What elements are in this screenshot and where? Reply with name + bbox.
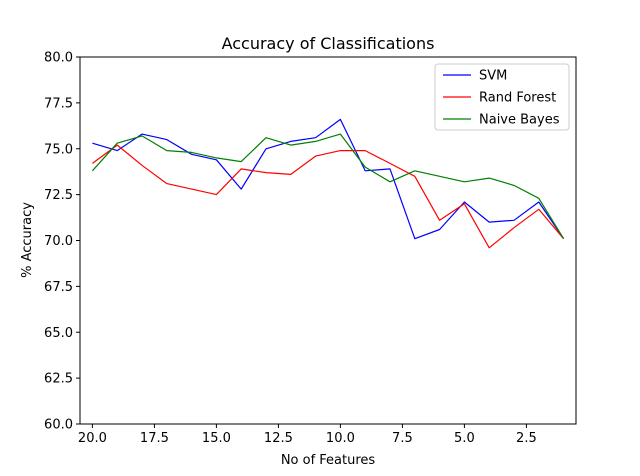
y-tick-label: 67.5 [44, 280, 73, 295]
legend-label-svm: SVM [479, 69, 507, 84]
legend-label-rand-forest: Rand Forest [479, 91, 556, 106]
x-tick-label: 7.5 [392, 431, 413, 446]
x-tick-label: 12.5 [264, 431, 293, 446]
y-tick-label: 72.5 [44, 188, 73, 203]
legend: SVM Rand Forest Naive Bayes [434, 63, 570, 131]
legend-label-naive-bayes: Naive Bayes [479, 113, 560, 128]
y-tick-label: 60.0 [44, 418, 73, 433]
series-lines [91, 118, 565, 249]
x-tick-label: 5.0 [454, 431, 475, 446]
y-tick-label: 80.0 [44, 51, 73, 66]
y-axis: 60.0 62.5 65.0 67.5 70.0 72.5 75.0 77.5 80.0 [44, 51, 80, 433]
legend-box [434, 63, 570, 131]
x-axis-label: No of Features [281, 453, 376, 468]
x-axis: 20.0 17.5 15.0 12.5 10.0 7.5 5.0 2.5 [78, 424, 537, 446]
chart-title: Accuracy of Classifications [222, 34, 435, 53]
y-axis-label: % Accuracy [20, 202, 35, 278]
x-tick-label: 10.0 [326, 431, 355, 446]
series-line-rand-forest [92, 144, 565, 249]
series-line-naive-bayes [91, 133, 565, 240]
y-tick-label: 77.5 [44, 96, 73, 111]
y-tick-label: 65.0 [44, 326, 73, 341]
x-tick-label: 20.0 [78, 431, 107, 446]
y-tick-label: 70.0 [44, 234, 73, 249]
x-tick-label: 17.5 [140, 431, 169, 446]
series-line-svm [92, 118, 565, 240]
x-tick-label: 2.5 [516, 431, 537, 446]
y-tick-label: 75.0 [44, 142, 73, 157]
x-tick-label: 15.0 [202, 431, 231, 446]
y-tick-label: 62.5 [44, 372, 73, 387]
